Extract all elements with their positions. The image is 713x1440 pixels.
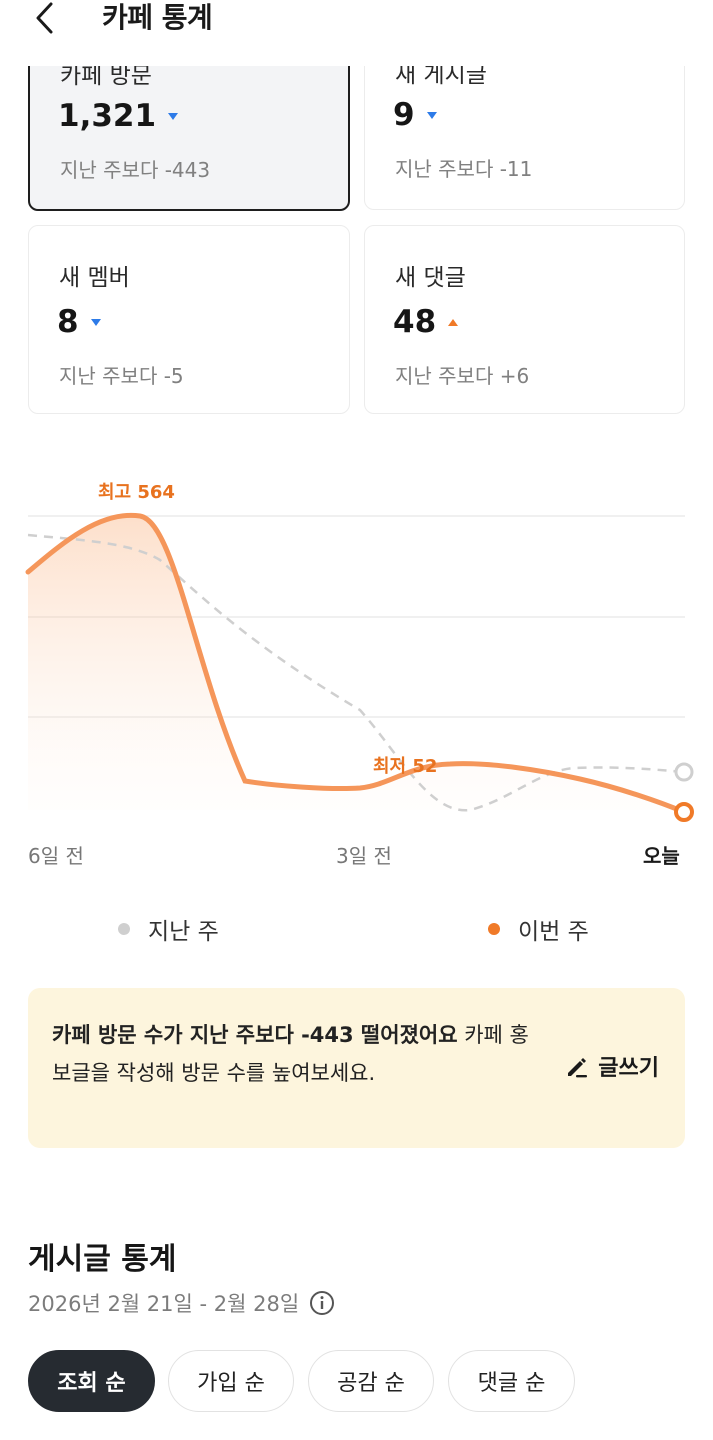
legend-label: 이번 주: [518, 919, 589, 945]
stat-number: 48: [393, 304, 437, 340]
trend-down-icon: [168, 112, 179, 120]
write-post-label: 글쓰기: [598, 1056, 659, 1081]
stat-compare: 지난 주보다 -11: [395, 157, 533, 181]
page-title: 카페 통계: [102, 1, 213, 34]
stat-compare: 지난 주보다 +6: [395, 364, 530, 388]
stat-value: 48: [393, 304, 459, 340]
stat-label: 새 댓글: [395, 265, 466, 291]
stat-value: 8: [57, 304, 101, 340]
this-week-line: [25, 512, 687, 815]
stat-label: 새 멤버: [59, 265, 130, 291]
stat-value: 9: [393, 97, 437, 133]
date-range-text: 2026년 2월 21일 - 2월 28일: [28, 1292, 300, 1316]
trend-down-icon: [90, 318, 101, 326]
sort-chip-signups[interactable]: 가입 순: [168, 1350, 294, 1412]
trend-down-icon: [426, 111, 437, 119]
this-week-endpoint: [674, 802, 694, 822]
stat-compare: 지난 주보다 -443: [60, 158, 211, 182]
stat-card-comments[interactable]: 새 댓글 48 지난 주보다 +6: [364, 225, 685, 414]
promo-banner: 카페 방문 수가 지난 주보다 -443 떨어졌어요 카페 홍보글을 작성해 방…: [28, 988, 685, 1148]
banner-message: 카페 방문 수가 지난 주보다 -443 떨어졌어요 카페 홍보글을 작성해 방…: [52, 1016, 542, 1092]
max-annotation: 최고 564: [98, 482, 175, 503]
legend-dot-icon: [488, 923, 500, 935]
legend-last-week: 지난 주: [118, 912, 219, 946]
stat-card-members[interactable]: 새 멤버 8 지난 주보다 -5: [28, 225, 350, 414]
sort-chip-likes[interactable]: 공감 순: [308, 1350, 434, 1412]
legend-dot-icon: [118, 923, 130, 935]
pencil-icon: [568, 1058, 588, 1078]
legend-label: 지난 주: [148, 919, 219, 945]
legend-this-week: 이번 주: [488, 912, 589, 946]
this-week-area: [28, 515, 684, 812]
stat-label: 새 게시글: [395, 62, 487, 88]
stat-number: 1,321: [58, 98, 157, 134]
app-header: 카페 통계: [0, 0, 713, 66]
sort-chip-views[interactable]: 조회 순: [28, 1350, 155, 1412]
last-week-endpoint: [674, 762, 694, 782]
info-icon[interactable]: [309, 1290, 335, 1316]
stat-number: 8: [57, 304, 79, 340]
banner-subtext: 카페 홍보글을 작성해 방문 수를 높여보세요.: [52, 1023, 529, 1085]
write-post-button[interactable]: 글쓰기: [564, 1050, 659, 1082]
x-axis-label: 3일 전: [336, 844, 392, 868]
x-axis-label-today: 오늘: [643, 844, 680, 868]
section-title: 게시글 통계: [28, 1242, 177, 1277]
x-axis-label: 6일 전: [28, 844, 84, 868]
sort-chip-comments[interactable]: 댓글 순: [448, 1350, 575, 1412]
banner-headline: 카페 방문 수가 지난 주보다 -443 떨어졌어요: [52, 1023, 458, 1047]
trend-up-icon: [448, 318, 459, 326]
visits-line-chart: 최고 564 최저 52: [25, 482, 694, 822]
last-week-line: [27, 533, 685, 812]
stat-label: 카페 방문: [60, 63, 152, 89]
stat-value: 1,321: [58, 98, 179, 134]
back-button[interactable]: [26, 0, 66, 40]
date-range: 2026년 2월 21일 - 2월 28일: [28, 1288, 335, 1318]
chevron-left-icon: [36, 2, 53, 34]
stat-compare: 지난 주보다 -5: [59, 364, 184, 388]
min-annotation: 최저 52: [373, 756, 437, 777]
stat-number: 9: [393, 97, 415, 133]
